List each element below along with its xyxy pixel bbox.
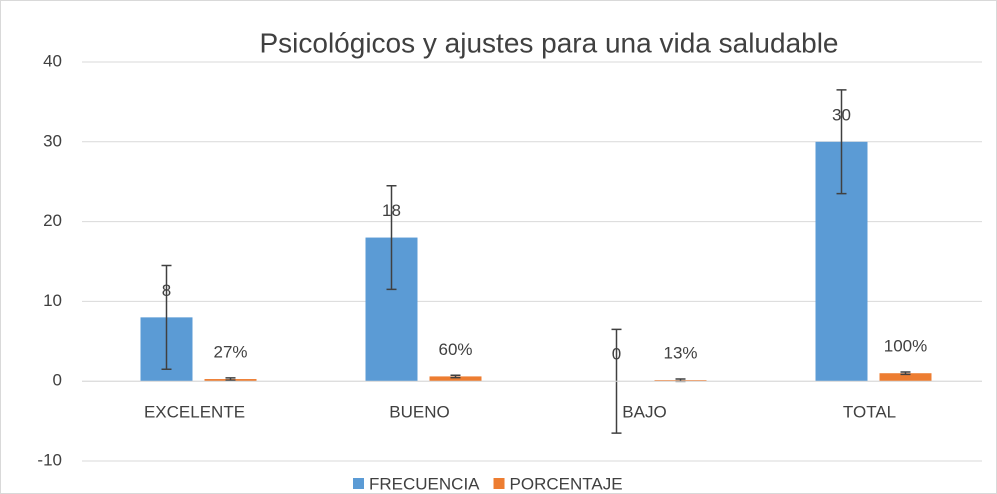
y-tick-label: 40 [43,51,62,70]
legend-label: FRECUENCIA [369,474,480,493]
chart-title: Psicológicos y ajustes para una vida sal… [259,27,838,58]
y-tick-label: 10 [43,291,62,310]
data-label: 100% [884,337,927,356]
error-bar [450,374,461,379]
data-label: 30 [832,105,851,124]
x-tick-label: BAJO [622,402,666,421]
y-tick-label: -10 [37,450,62,469]
bar [879,373,932,382]
y-tick-label: 20 [43,211,62,230]
error-bar [386,184,397,291]
legend-swatch [493,478,505,489]
legend-label: PORCENTAJE [510,474,623,493]
error-bar [225,377,236,381]
legend-swatch [353,478,364,489]
bar [429,376,482,382]
y-tick-label: 0 [53,371,62,390]
data-label: 8 [162,281,171,300]
error-bar [900,371,911,376]
data-label: 0 [612,345,621,364]
error-bar [836,89,847,195]
x-tick-label: EXCELENTE [144,402,245,421]
data-label: 18 [382,201,401,220]
data-label: 60% [438,340,472,359]
x-tick-label: TOTAL [843,402,896,421]
data-label: 27% [213,343,247,362]
y-tick-label: 30 [43,131,62,150]
error-bar [161,264,172,370]
x-tick-label: BUENO [389,402,449,421]
data-label: 13% [663,344,697,363]
